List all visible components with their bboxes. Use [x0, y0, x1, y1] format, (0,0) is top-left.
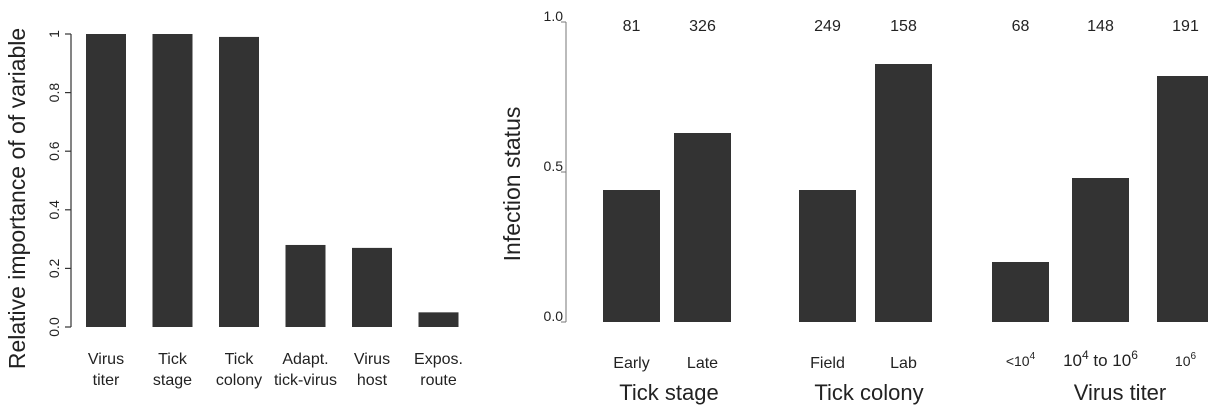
- bar: [152, 34, 193, 327]
- x-tick-label: 106: [1175, 351, 1197, 369]
- x-tick-label: Lab: [890, 355, 917, 372]
- x-tick-label: Tick: [158, 351, 188, 368]
- count-label: 191: [1172, 18, 1199, 35]
- x-tick-label: host: [357, 372, 388, 389]
- x-tick-label: Late: [687, 355, 718, 372]
- tick-label-base: <10: [1006, 353, 1030, 369]
- x-tick-label: <104: [1006, 351, 1036, 369]
- x-tick-label: route: [420, 372, 457, 389]
- bar: [352, 247, 392, 327]
- x-tick-label: colony: [216, 372, 262, 389]
- y-axis-title: Infection status: [499, 107, 525, 262]
- importance-chart: 0.0 0.2 0.4 0.6 0.8 1 Relative importance of o…: [4, 28, 463, 389]
- bar: [418, 312, 459, 327]
- y-tick-label: 1: [46, 30, 62, 38]
- y-axis-title: Relative importance of of variable: [4, 28, 30, 369]
- x-tick-label: Tick: [225, 351, 255, 368]
- y-tick-label: 0.0: [46, 317, 62, 337]
- x-tick-label: stage: [153, 372, 192, 389]
- bar: [219, 36, 259, 328]
- y-tick-label: 0.8: [46, 83, 62, 103]
- y-tick-label: 0.5: [544, 158, 564, 174]
- count-label: 81: [623, 18, 641, 35]
- group-title: Virus titer: [1074, 380, 1167, 405]
- bar: [674, 133, 731, 322]
- bar: [86, 34, 126, 327]
- tick-label-base: 10: [1063, 351, 1082, 370]
- group-title: Tick colony: [814, 380, 923, 405]
- x-tick-label: titer: [93, 372, 120, 389]
- group-title: Tick stage: [619, 380, 718, 405]
- tick-label-sup: 6: [1191, 351, 1197, 362]
- y-tick-label: 0.2: [46, 258, 62, 278]
- bar: [875, 64, 932, 322]
- y-tick-label: 0.0: [544, 308, 564, 324]
- x-tick-label: Virus: [88, 351, 124, 368]
- x-tick-label: Field: [810, 355, 845, 372]
- y-tick-label: 0.4: [46, 200, 62, 220]
- bar: [799, 190, 856, 322]
- x-tick-label: 104 to 106: [1063, 348, 1138, 370]
- tick-label-sup: 6: [1131, 348, 1138, 362]
- bar: [1072, 178, 1129, 322]
- bar: [992, 262, 1049, 322]
- count-label: 158: [890, 18, 917, 35]
- x-tick-label: Virus: [354, 351, 390, 368]
- bar: [603, 190, 660, 322]
- count-label: 326: [689, 18, 716, 35]
- x-tick-label: Early: [613, 355, 649, 372]
- tick-label-sup: 4: [1030, 351, 1036, 362]
- x-tick-label: Expos.: [414, 351, 463, 368]
- y-tick-label: 1.0: [544, 8, 564, 24]
- x-tick-label: tick-virus: [274, 372, 337, 389]
- count-label: 249: [814, 18, 841, 35]
- infection-chart: 0.0 0.5 1.0 Infection status 81 Early 326 Late T…: [499, 8, 1208, 405]
- tick-label-sup: 4: [1082, 348, 1089, 362]
- bar: [285, 244, 326, 327]
- tick-label-base: 10: [1175, 353, 1191, 369]
- y-tick-label: 0.6: [46, 141, 62, 161]
- tick-label-mid: to 10: [1089, 351, 1132, 370]
- count-label: 148: [1087, 18, 1114, 35]
- count-label: 68: [1012, 18, 1030, 35]
- bar: [1157, 76, 1208, 322]
- x-tick-label: Adapt.: [282, 351, 328, 368]
